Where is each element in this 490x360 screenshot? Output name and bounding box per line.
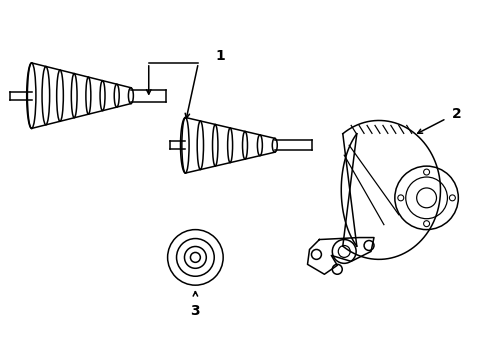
Text: 3: 3 (191, 304, 200, 318)
Text: 2: 2 (451, 107, 461, 121)
Text: 1: 1 (215, 49, 225, 63)
